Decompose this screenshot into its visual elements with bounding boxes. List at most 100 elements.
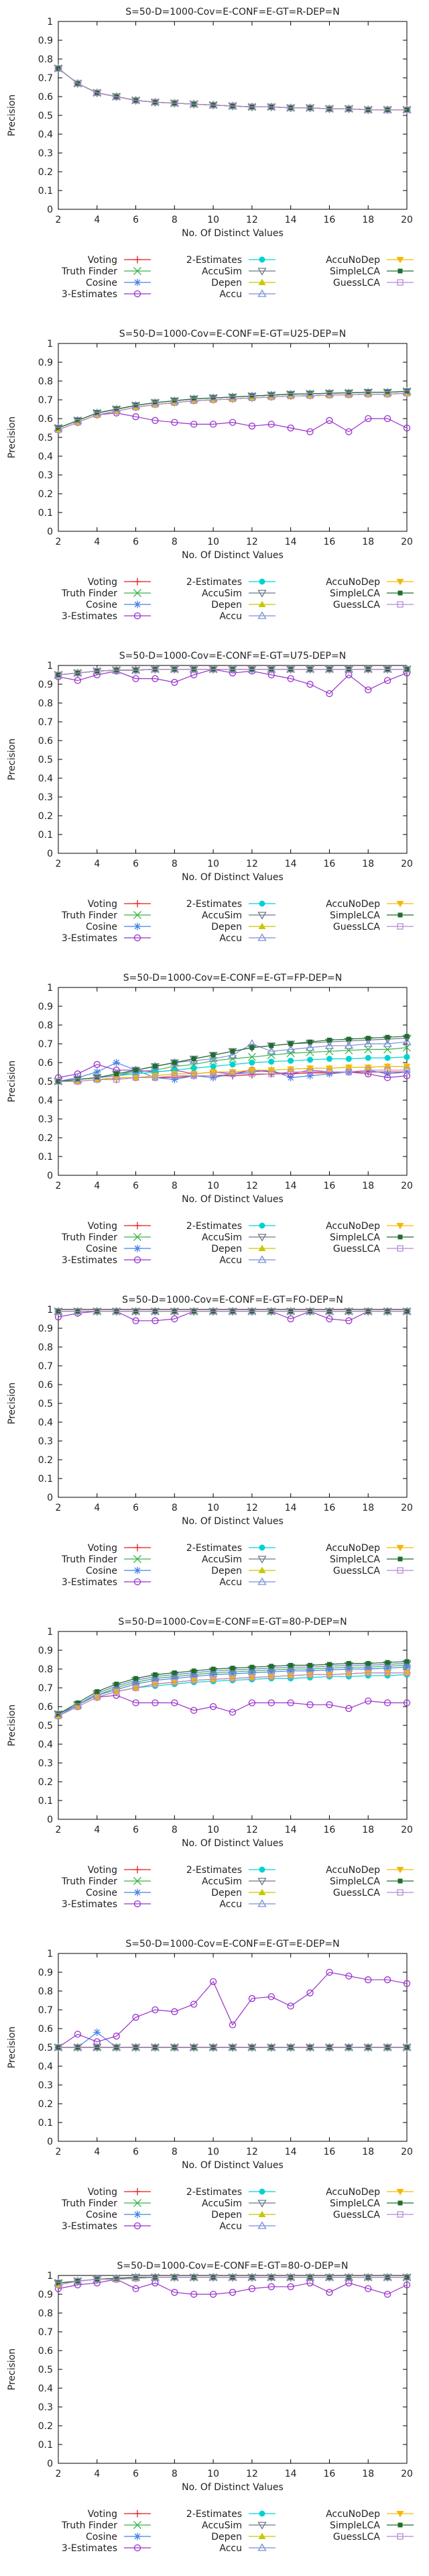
data-point-accunodep xyxy=(383,1670,391,1677)
data-point-guesslca xyxy=(171,2274,178,2281)
data-point-3-estimates xyxy=(74,2031,82,2038)
data-point-accu xyxy=(228,1051,237,1059)
data-point-3-estimates xyxy=(209,1703,217,1711)
data-point-guesslca xyxy=(113,1308,120,1315)
data-point-3-estimates xyxy=(267,1993,275,2000)
data-point-guesslca xyxy=(113,1688,120,1695)
data-point-guesslca xyxy=(210,1308,217,1315)
data-point-simplelca xyxy=(230,1049,235,1054)
data-point-accunodep xyxy=(306,1672,314,1678)
data-point-simplelca xyxy=(249,1664,255,1670)
chart-title: S=50-D=1000-Cov=E-CONF=E-GT=U25-DEP=N xyxy=(119,329,346,339)
x-tick-label: 12 xyxy=(246,859,258,869)
chart-legend: Voting 2-Estimates AccuNoDep Truth Finder Ac… xyxy=(61,1543,414,1588)
data-point-accunodep xyxy=(383,1063,391,1071)
data-point-simplelca xyxy=(346,1661,351,1666)
data-point-2-estimates xyxy=(345,1055,352,1062)
data-point-guesslca xyxy=(113,93,120,100)
data-point-3-estimates xyxy=(93,1061,101,1068)
legend-label-depen: Depen xyxy=(211,2210,242,2220)
x-tick-label: 14 xyxy=(285,215,297,225)
legend-label-3-estimates: 3-Estimates xyxy=(62,1255,117,1266)
data-point-3-estimates xyxy=(383,415,391,423)
legend-marker-accu xyxy=(257,933,267,941)
legend-label-depen: Depen xyxy=(211,1244,242,1254)
x-tick-label: 20 xyxy=(401,859,413,869)
legend-label-truth-finder: Truth Finder xyxy=(61,588,117,599)
x-tick-label: 6 xyxy=(133,2147,139,2157)
y-tick-label: 0.1 xyxy=(38,2440,53,2451)
data-point-guesslca xyxy=(171,2044,178,2051)
legend-label-voting: Voting xyxy=(88,2509,117,2520)
x-axis-label: No. Of Distinct Values xyxy=(182,1516,284,1527)
legend-marker-accu xyxy=(257,2543,267,2551)
legend-marker-2-estimates xyxy=(259,2188,265,2195)
chart-svg: S=50-D=1000-Cov=E-CONF=E-GT=80-O-DEP=N 0 0… xyxy=(7,2261,414,2554)
series-3-estimates xyxy=(54,409,411,435)
legend-label-cosine: Cosine xyxy=(86,2532,117,2542)
data-point-3-estimates xyxy=(403,424,411,432)
data-point-guesslca xyxy=(74,1308,81,1315)
data-point-guesslca xyxy=(288,392,294,400)
data-point-accunodep xyxy=(132,1075,140,1081)
y-tick-label: 0.8 xyxy=(38,376,53,387)
data-point-simplelca xyxy=(75,1700,80,1705)
legend-label-voting: Voting xyxy=(88,577,117,588)
series-line-3-estimates xyxy=(58,412,408,433)
data-point-3-estimates xyxy=(326,417,333,424)
data-point-2-estimates xyxy=(404,1054,410,1061)
y-tick-label: 0.4 xyxy=(38,129,53,140)
x-tick-label: 16 xyxy=(324,1503,336,1513)
x-tick-label: 8 xyxy=(172,2147,178,2157)
y-tick-label: 0.7 xyxy=(38,717,53,728)
data-point-simplelca xyxy=(114,1071,119,1077)
data-point-guesslca xyxy=(132,1684,139,1691)
data-point-guesslca xyxy=(151,99,159,106)
legend-marker-2-estimates xyxy=(259,1222,265,1229)
legend-marker-accu xyxy=(257,1899,267,1907)
data-point-accu xyxy=(363,1039,373,1047)
y-tick-label: 0.9 xyxy=(38,1646,53,1656)
data-point-guesslca xyxy=(345,1670,352,1677)
data-point-cosine xyxy=(113,1059,121,1067)
legend-label-3-estimates: 3-Estimates xyxy=(62,611,117,622)
data-point-cosine xyxy=(93,2029,101,2037)
data-point-accu xyxy=(208,1054,218,1063)
data-point-3-estimates xyxy=(383,677,391,684)
data-point-guesslca xyxy=(55,672,62,678)
data-point-guesslca xyxy=(132,1308,139,1315)
data-point-guesslca xyxy=(306,1308,314,1315)
data-point-simplelca xyxy=(191,1668,196,1674)
data-point-simplelca xyxy=(152,1064,158,1069)
data-point-accunodep xyxy=(403,1670,411,1677)
data-point-guesslca xyxy=(365,1067,371,1073)
y-tick-label: 0.5 xyxy=(38,2043,53,2053)
y-axis-label: Precision xyxy=(7,417,17,458)
data-point-simplelca xyxy=(210,395,216,400)
data-point-guesslca xyxy=(268,1673,275,1680)
data-point-guesslca xyxy=(171,399,178,406)
x-tick-label: 2 xyxy=(56,2147,62,2157)
legend-label-2-estimates: 2-Estimates xyxy=(186,2509,242,2520)
legend-label-accunodep: AccuNoDep xyxy=(326,1865,380,1876)
legend-label-truth-finder: Truth Finder xyxy=(61,1232,117,1243)
y-tick-label: 0.2 xyxy=(38,489,53,500)
y-tick-label: 0.9 xyxy=(38,2290,53,2300)
data-point-simplelca xyxy=(191,396,196,402)
legend-label-accunodep: AccuNoDep xyxy=(326,2509,380,2520)
legend-label-accusim: AccuSim xyxy=(202,910,242,921)
data-point-guesslca xyxy=(326,2274,333,2281)
series-guesslca xyxy=(55,1669,410,1719)
data-point-3-estimates xyxy=(403,1699,411,1707)
data-point-guesslca xyxy=(268,394,275,400)
y-axis-label: Precision xyxy=(7,739,17,780)
legend-label-guesslca: GuessLCA xyxy=(333,278,380,288)
data-point-guesslca xyxy=(306,1671,314,1678)
data-point-3-estimates xyxy=(248,1699,256,1707)
legend-marker-accunodep xyxy=(396,1545,404,1552)
data-point-3-estimates xyxy=(365,2285,372,2292)
series-3-estimates xyxy=(54,1968,411,2051)
legend-label-accu: Accu xyxy=(219,2543,242,2554)
legend-marker-3-estimates xyxy=(133,2544,141,2552)
chart-legend: Voting 2-Estimates AccuNoDep Truth Finder Ac… xyxy=(61,899,414,944)
